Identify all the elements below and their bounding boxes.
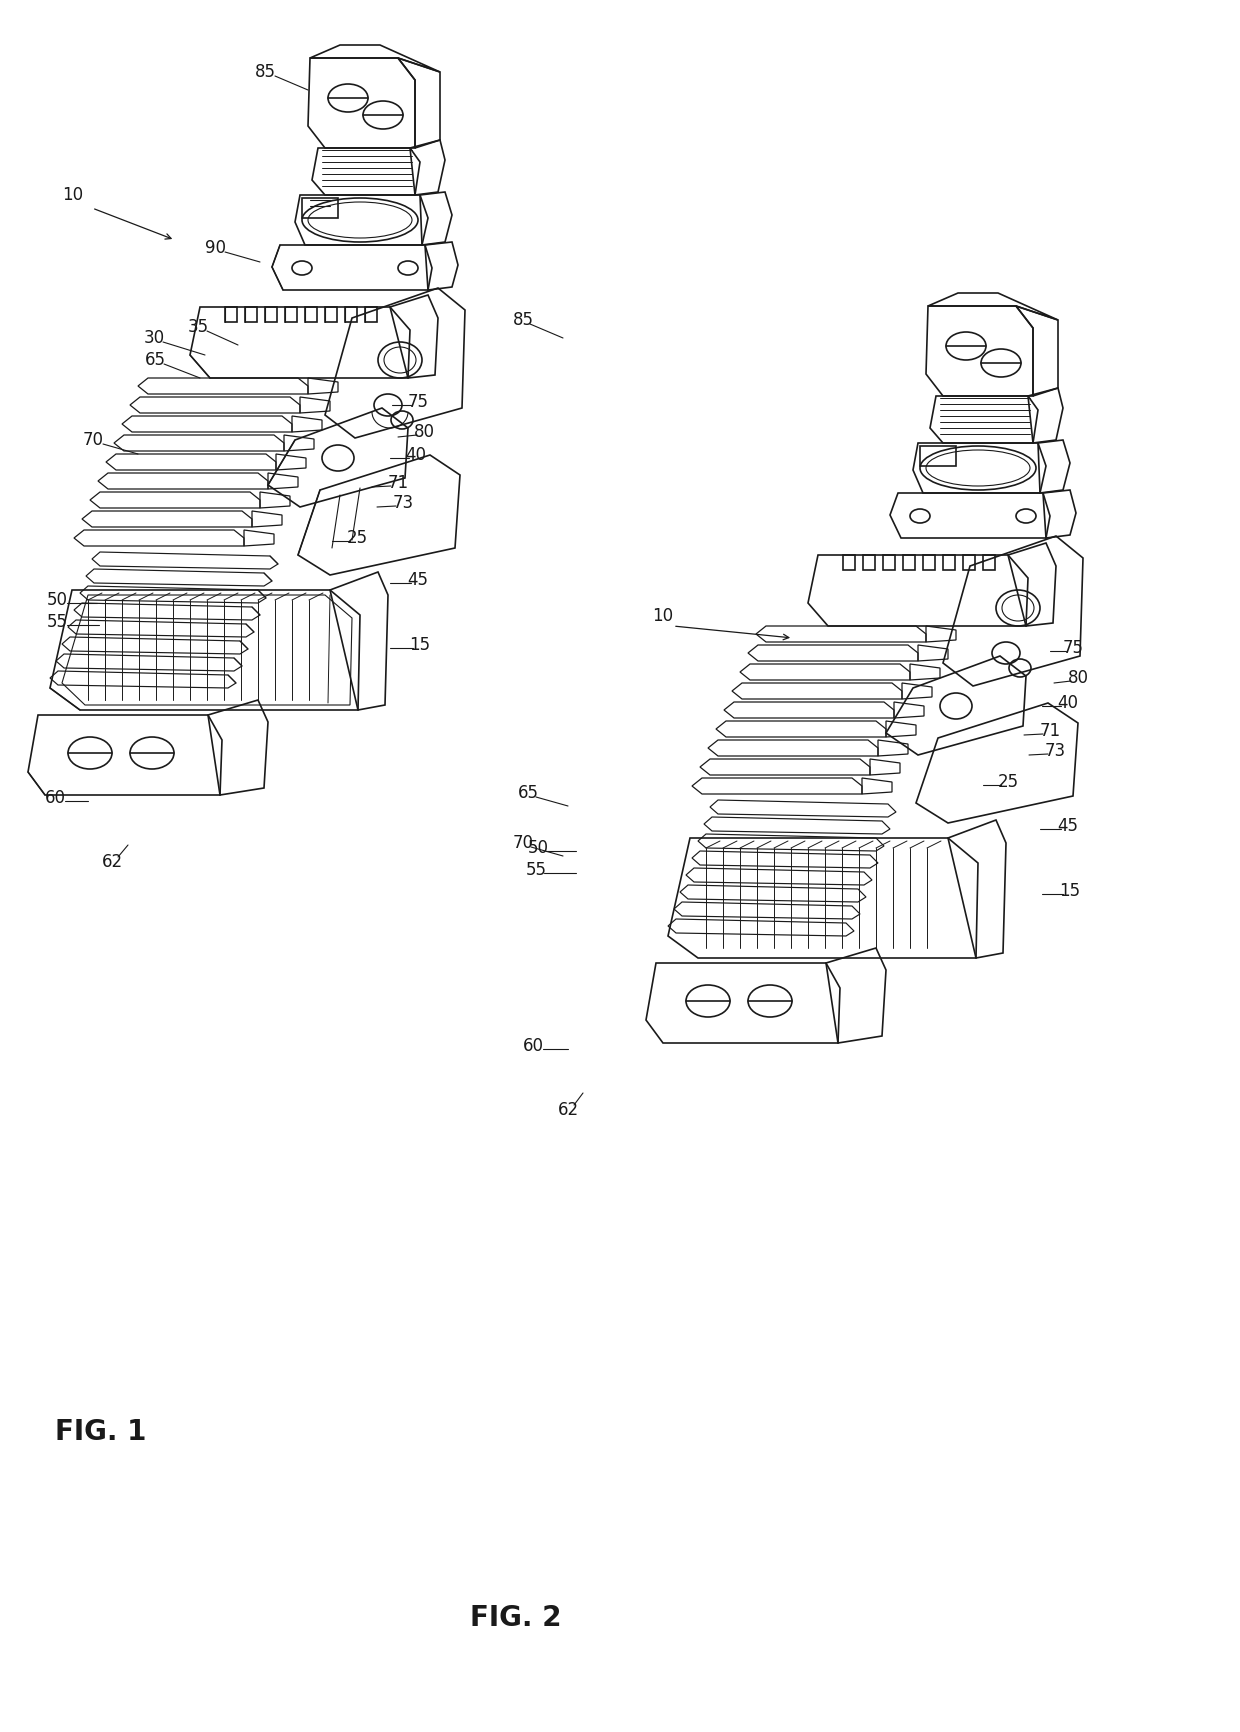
Text: 25: 25 (997, 772, 1018, 792)
Text: 70: 70 (512, 835, 533, 852)
Text: 75: 75 (408, 393, 429, 410)
Text: 75: 75 (1063, 639, 1084, 656)
Text: 73: 73 (1044, 741, 1065, 760)
Text: 60: 60 (522, 1037, 543, 1055)
Text: 65: 65 (145, 352, 165, 369)
Text: 65: 65 (517, 785, 538, 802)
Text: 70: 70 (83, 431, 103, 449)
Text: 50: 50 (527, 838, 548, 857)
Text: 40: 40 (405, 447, 427, 464)
Text: 45: 45 (408, 572, 429, 589)
Text: 90: 90 (205, 239, 226, 256)
Text: 62: 62 (102, 852, 123, 871)
Text: 71: 71 (387, 475, 408, 492)
Text: 73: 73 (392, 494, 414, 513)
Text: 45: 45 (1058, 818, 1079, 835)
Text: 85: 85 (254, 62, 275, 81)
Text: 55: 55 (47, 613, 67, 630)
Text: FIG. 1: FIG. 1 (55, 1419, 146, 1446)
Text: 80: 80 (413, 423, 434, 442)
Text: 50: 50 (47, 591, 67, 610)
Text: 85: 85 (512, 312, 533, 329)
Text: FIG. 2: FIG. 2 (470, 1604, 562, 1632)
Text: 15: 15 (409, 636, 430, 655)
Text: 15: 15 (1059, 882, 1080, 901)
Text: 10: 10 (652, 606, 673, 625)
Text: 10: 10 (62, 185, 83, 204)
Text: 35: 35 (187, 319, 208, 336)
Text: 71: 71 (1039, 722, 1060, 740)
Text: 55: 55 (526, 861, 547, 880)
Text: 25: 25 (346, 528, 367, 547)
Text: 40: 40 (1058, 695, 1079, 712)
Text: 80: 80 (1068, 669, 1089, 688)
Text: 62: 62 (558, 1102, 579, 1119)
Text: 60: 60 (45, 790, 66, 807)
Text: 30: 30 (144, 329, 165, 346)
